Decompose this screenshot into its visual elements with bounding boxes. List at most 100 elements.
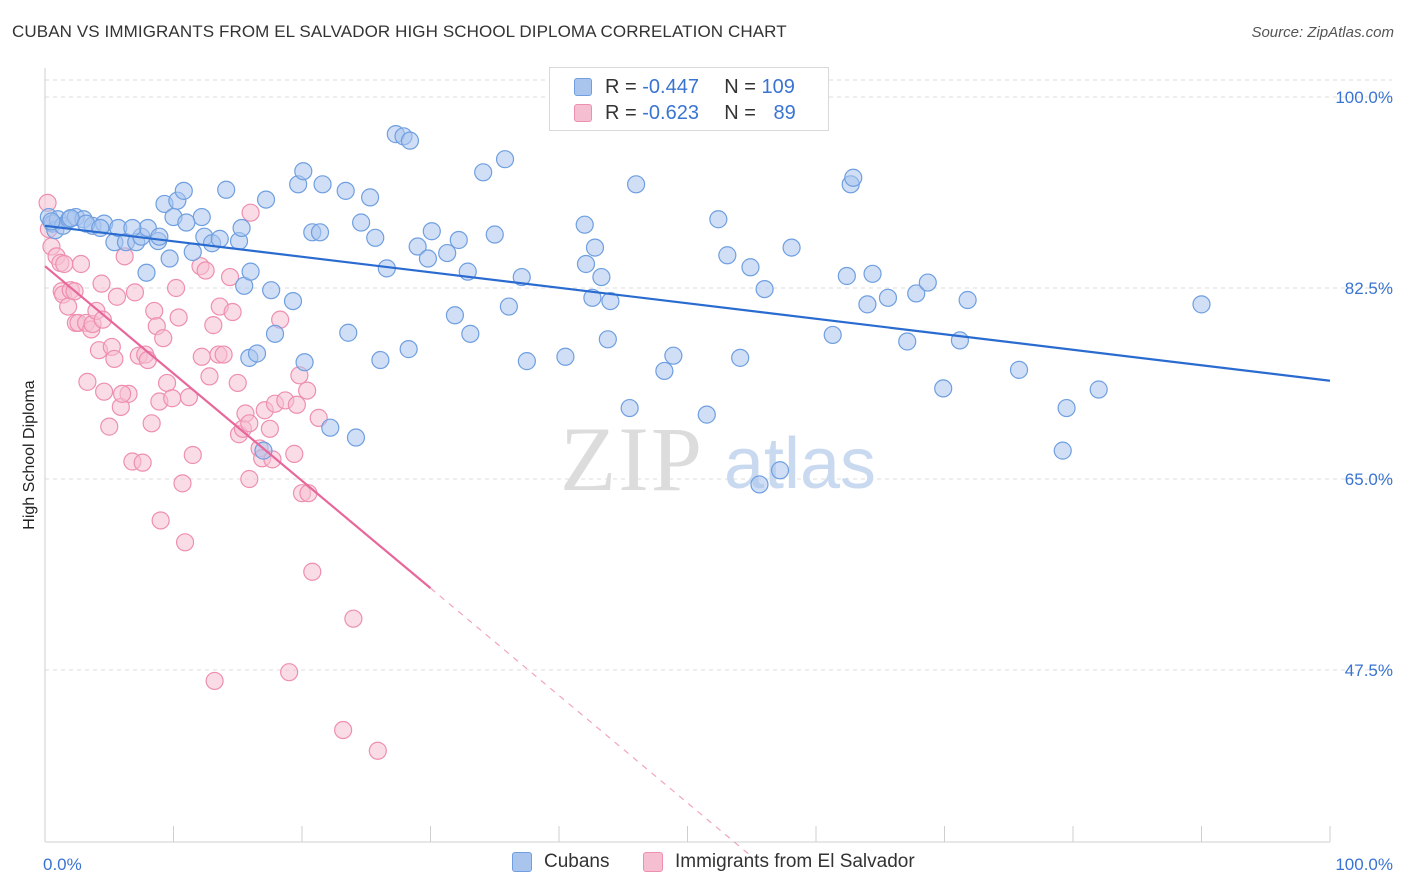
data-point bbox=[339, 323, 358, 342]
data-point bbox=[260, 419, 279, 438]
data-point bbox=[313, 175, 332, 194]
data-point bbox=[371, 350, 390, 370]
data-point bbox=[295, 353, 314, 372]
data-point bbox=[240, 414, 259, 433]
series-legend: Cubans Immigrants from El Salvador bbox=[0, 851, 1406, 877]
data-point bbox=[400, 131, 420, 150]
data-point bbox=[145, 301, 164, 321]
data-point bbox=[449, 230, 468, 250]
r-value: -0.447 bbox=[642, 75, 699, 98]
data-point bbox=[422, 222, 441, 241]
data-point bbox=[741, 258, 760, 277]
data-point bbox=[709, 210, 728, 229]
data-point bbox=[223, 302, 242, 322]
data-point bbox=[55, 254, 74, 274]
legend-item-el-salvador[interactable]: Immigrants from El Salvador bbox=[643, 851, 915, 873]
data-point bbox=[150, 227, 169, 246]
data-point bbox=[731, 348, 750, 367]
data-point bbox=[280, 663, 299, 682]
data-point bbox=[196, 261, 215, 280]
data-point bbox=[61, 209, 80, 228]
data-point bbox=[512, 267, 531, 287]
stats-legend: R = -0.447 N = 109 R = -0.623 N = 89 bbox=[549, 67, 829, 131]
y-tick-label: 82.5% bbox=[1345, 279, 1393, 298]
legend-item-cubans[interactable]: Cubans bbox=[512, 851, 610, 873]
points-blue bbox=[39, 125, 1211, 494]
data-point bbox=[210, 229, 229, 248]
data-point bbox=[283, 291, 303, 311]
watermark: ZIP atlas bbox=[560, 408, 876, 510]
data-point bbox=[247, 344, 267, 363]
data-point bbox=[303, 562, 322, 581]
data-point bbox=[750, 475, 769, 494]
r-value: -0.623 bbox=[642, 101, 699, 124]
data-point bbox=[78, 372, 97, 391]
data-point bbox=[123, 218, 142, 238]
data-point bbox=[241, 203, 260, 222]
data-point bbox=[173, 474, 192, 493]
trend-lines bbox=[44, 224, 1331, 858]
data-point bbox=[485, 225, 504, 244]
data-point bbox=[112, 384, 132, 403]
data-point bbox=[175, 533, 195, 552]
data-point bbox=[294, 162, 313, 181]
data-point bbox=[105, 349, 124, 369]
data-point bbox=[418, 249, 438, 268]
data-point bbox=[907, 284, 926, 303]
data-point bbox=[958, 290, 977, 310]
pink-swatch-icon bbox=[643, 852, 663, 872]
data-point bbox=[232, 218, 251, 238]
r-label: R = bbox=[605, 101, 637, 124]
stats-row-el-salvador: R = -0.623 N = 89 bbox=[574, 101, 796, 125]
data-point bbox=[192, 347, 211, 366]
data-point bbox=[782, 238, 801, 257]
data-point bbox=[583, 288, 602, 307]
data-point bbox=[664, 346, 683, 365]
data-point bbox=[214, 345, 233, 364]
data-point bbox=[183, 445, 202, 465]
trend-line bbox=[44, 224, 1331, 382]
data-point bbox=[858, 295, 877, 314]
data-point bbox=[1057, 398, 1076, 418]
data-point bbox=[918, 273, 937, 292]
r-label: R = bbox=[605, 75, 637, 98]
data-point bbox=[844, 168, 863, 187]
data-point bbox=[878, 288, 898, 307]
data-point bbox=[285, 444, 304, 463]
data-point bbox=[556, 347, 575, 366]
data-point bbox=[823, 325, 842, 345]
data-point bbox=[310, 223, 330, 242]
data-point bbox=[474, 163, 493, 182]
data-point bbox=[344, 609, 363, 628]
data-point bbox=[157, 373, 177, 393]
points-pink bbox=[38, 193, 387, 760]
data-point bbox=[361, 188, 380, 207]
n-value: 89 bbox=[773, 101, 796, 124]
watermark-zip: ZIP bbox=[560, 408, 704, 510]
tick-labels: 100.0% 82.5% 65.0% 47.5% 0.0% 100.0% bbox=[43, 88, 1393, 874]
blue-swatch-icon bbox=[512, 852, 532, 872]
data-point bbox=[399, 340, 418, 359]
data-point bbox=[174, 181, 193, 200]
pink-swatch-icon bbox=[574, 104, 592, 122]
data-point bbox=[262, 281, 281, 300]
data-point bbox=[598, 330, 617, 349]
data-point bbox=[601, 291, 620, 311]
n-label: N = bbox=[724, 101, 756, 124]
x-tick-label: 0.0% bbox=[43, 855, 82, 874]
data-point bbox=[240, 469, 259, 489]
data-point bbox=[151, 511, 170, 530]
data-point bbox=[287, 395, 306, 414]
data-point bbox=[321, 418, 340, 437]
data-point bbox=[160, 249, 179, 268]
stats-row-cubans: R = -0.447 N = 109 bbox=[574, 75, 795, 99]
n-value: 109 bbox=[761, 75, 795, 98]
data-point bbox=[154, 329, 173, 348]
data-point bbox=[352, 213, 371, 232]
data-point bbox=[298, 381, 317, 400]
y-tick-label: 65.0% bbox=[1345, 470, 1393, 489]
data-point bbox=[718, 246, 737, 265]
data-point bbox=[592, 267, 611, 287]
trend-line-extension bbox=[430, 587, 753, 858]
data-point bbox=[517, 352, 536, 371]
